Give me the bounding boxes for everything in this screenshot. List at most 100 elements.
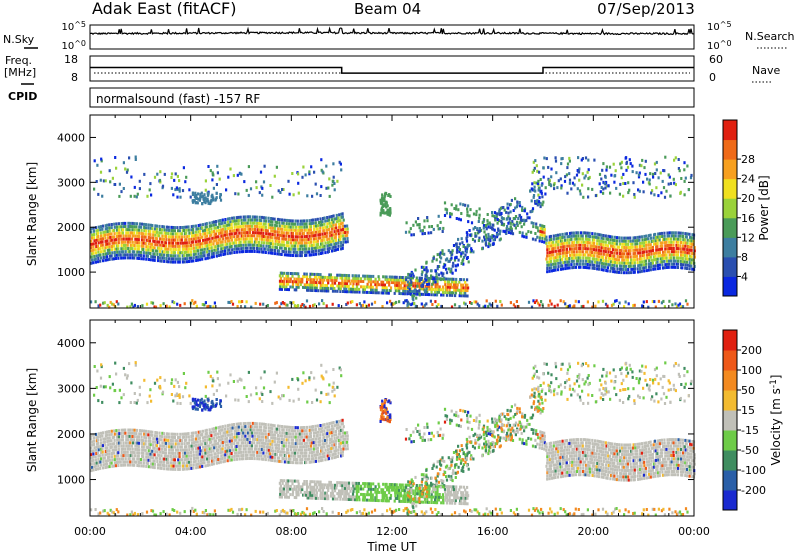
velocity-cell [197,459,200,463]
power-cell [219,193,222,196]
velocity-cell [90,469,93,473]
velocity-cell [217,445,220,449]
power-cell [565,254,568,258]
power-cell [314,233,317,237]
power-cell [459,254,463,258]
power-cell [165,304,168,308]
power-cell [561,267,565,271]
velocity-cell [124,457,127,461]
power-cell [582,231,585,235]
power-cell [447,280,451,284]
power-cell [190,225,193,229]
power-cell [650,258,653,262]
power-cell [278,279,282,283]
power-cell [309,280,312,284]
power-cell [153,258,156,262]
power-cell [668,247,671,250]
power-cell [493,211,497,215]
power-cell [554,156,557,160]
velocity-cell [106,459,109,463]
power-cell [297,191,300,195]
power-cell [616,255,619,258]
velocity-cell [111,448,114,452]
power-cell [411,272,414,276]
power-cell [178,244,181,248]
power-cell [672,240,675,244]
power-cell [350,279,353,283]
power-cell [248,215,251,219]
power-cell [118,182,121,186]
power-cell [380,291,383,295]
power-cell [209,200,212,204]
power-cell [531,237,535,241]
power-cell [533,181,536,185]
power-cell [655,186,658,190]
power-cell [393,291,396,295]
velocity-cell [124,450,127,454]
power-cell [296,235,299,239]
power-cell [332,233,335,237]
power-cell [244,218,247,222]
power-cell [649,243,652,247]
power-cell [299,219,302,223]
power-cell [292,193,295,197]
power-cell [187,250,190,254]
power-cell [300,241,303,245]
velocity-cell [97,461,100,464]
power-cell [247,227,250,231]
power-cell [124,247,127,250]
power-cell [645,250,648,254]
power-cell [582,265,585,269]
power-cell [542,175,545,179]
power-cell [341,246,344,250]
power-cell [276,236,279,240]
power-cell [207,304,210,308]
velocity-cell [160,466,163,470]
power-cell [371,285,374,289]
velocity-cell [244,453,247,457]
velocity-cell [230,458,233,462]
power-cell [449,283,453,287]
power-cell [221,231,224,234]
power-cell [331,276,334,280]
power-cell [313,275,317,279]
power-cell [624,236,627,240]
power-cell [627,271,630,275]
power-cell [219,219,222,222]
power-cell [136,305,139,309]
power-cell [388,275,391,279]
velocity-cell [214,429,217,433]
velocity-cell [154,437,157,441]
power-cell [131,234,134,238]
velocity-cell [199,459,203,462]
velocity-cell [146,462,150,465]
power-cell [396,289,399,293]
power-cell [183,225,186,229]
power-cell [414,284,417,288]
power-cell [175,186,178,190]
power-cell [321,226,325,230]
power-cell [224,240,227,243]
power-cell [220,228,223,232]
power-cell [116,235,119,238]
power-cell [280,246,283,250]
power-cell [464,294,467,298]
velocity-cell [172,464,175,468]
velocity-cell [197,437,200,441]
power-cell [591,263,594,267]
velocity-cell [259,428,263,432]
power-cell [248,240,251,244]
power-cell [292,247,295,251]
velocity-cell [242,450,245,454]
power-cell [215,238,218,242]
power-cell [687,188,690,191]
power-cell [636,248,639,252]
power-cell [665,253,668,257]
velocity-cell [145,445,148,449]
power-cell [670,240,673,244]
power-cell [292,225,295,229]
power-cell [153,305,156,309]
power-cell [219,250,222,254]
power-cell [412,233,415,237]
power-cell [239,243,242,247]
